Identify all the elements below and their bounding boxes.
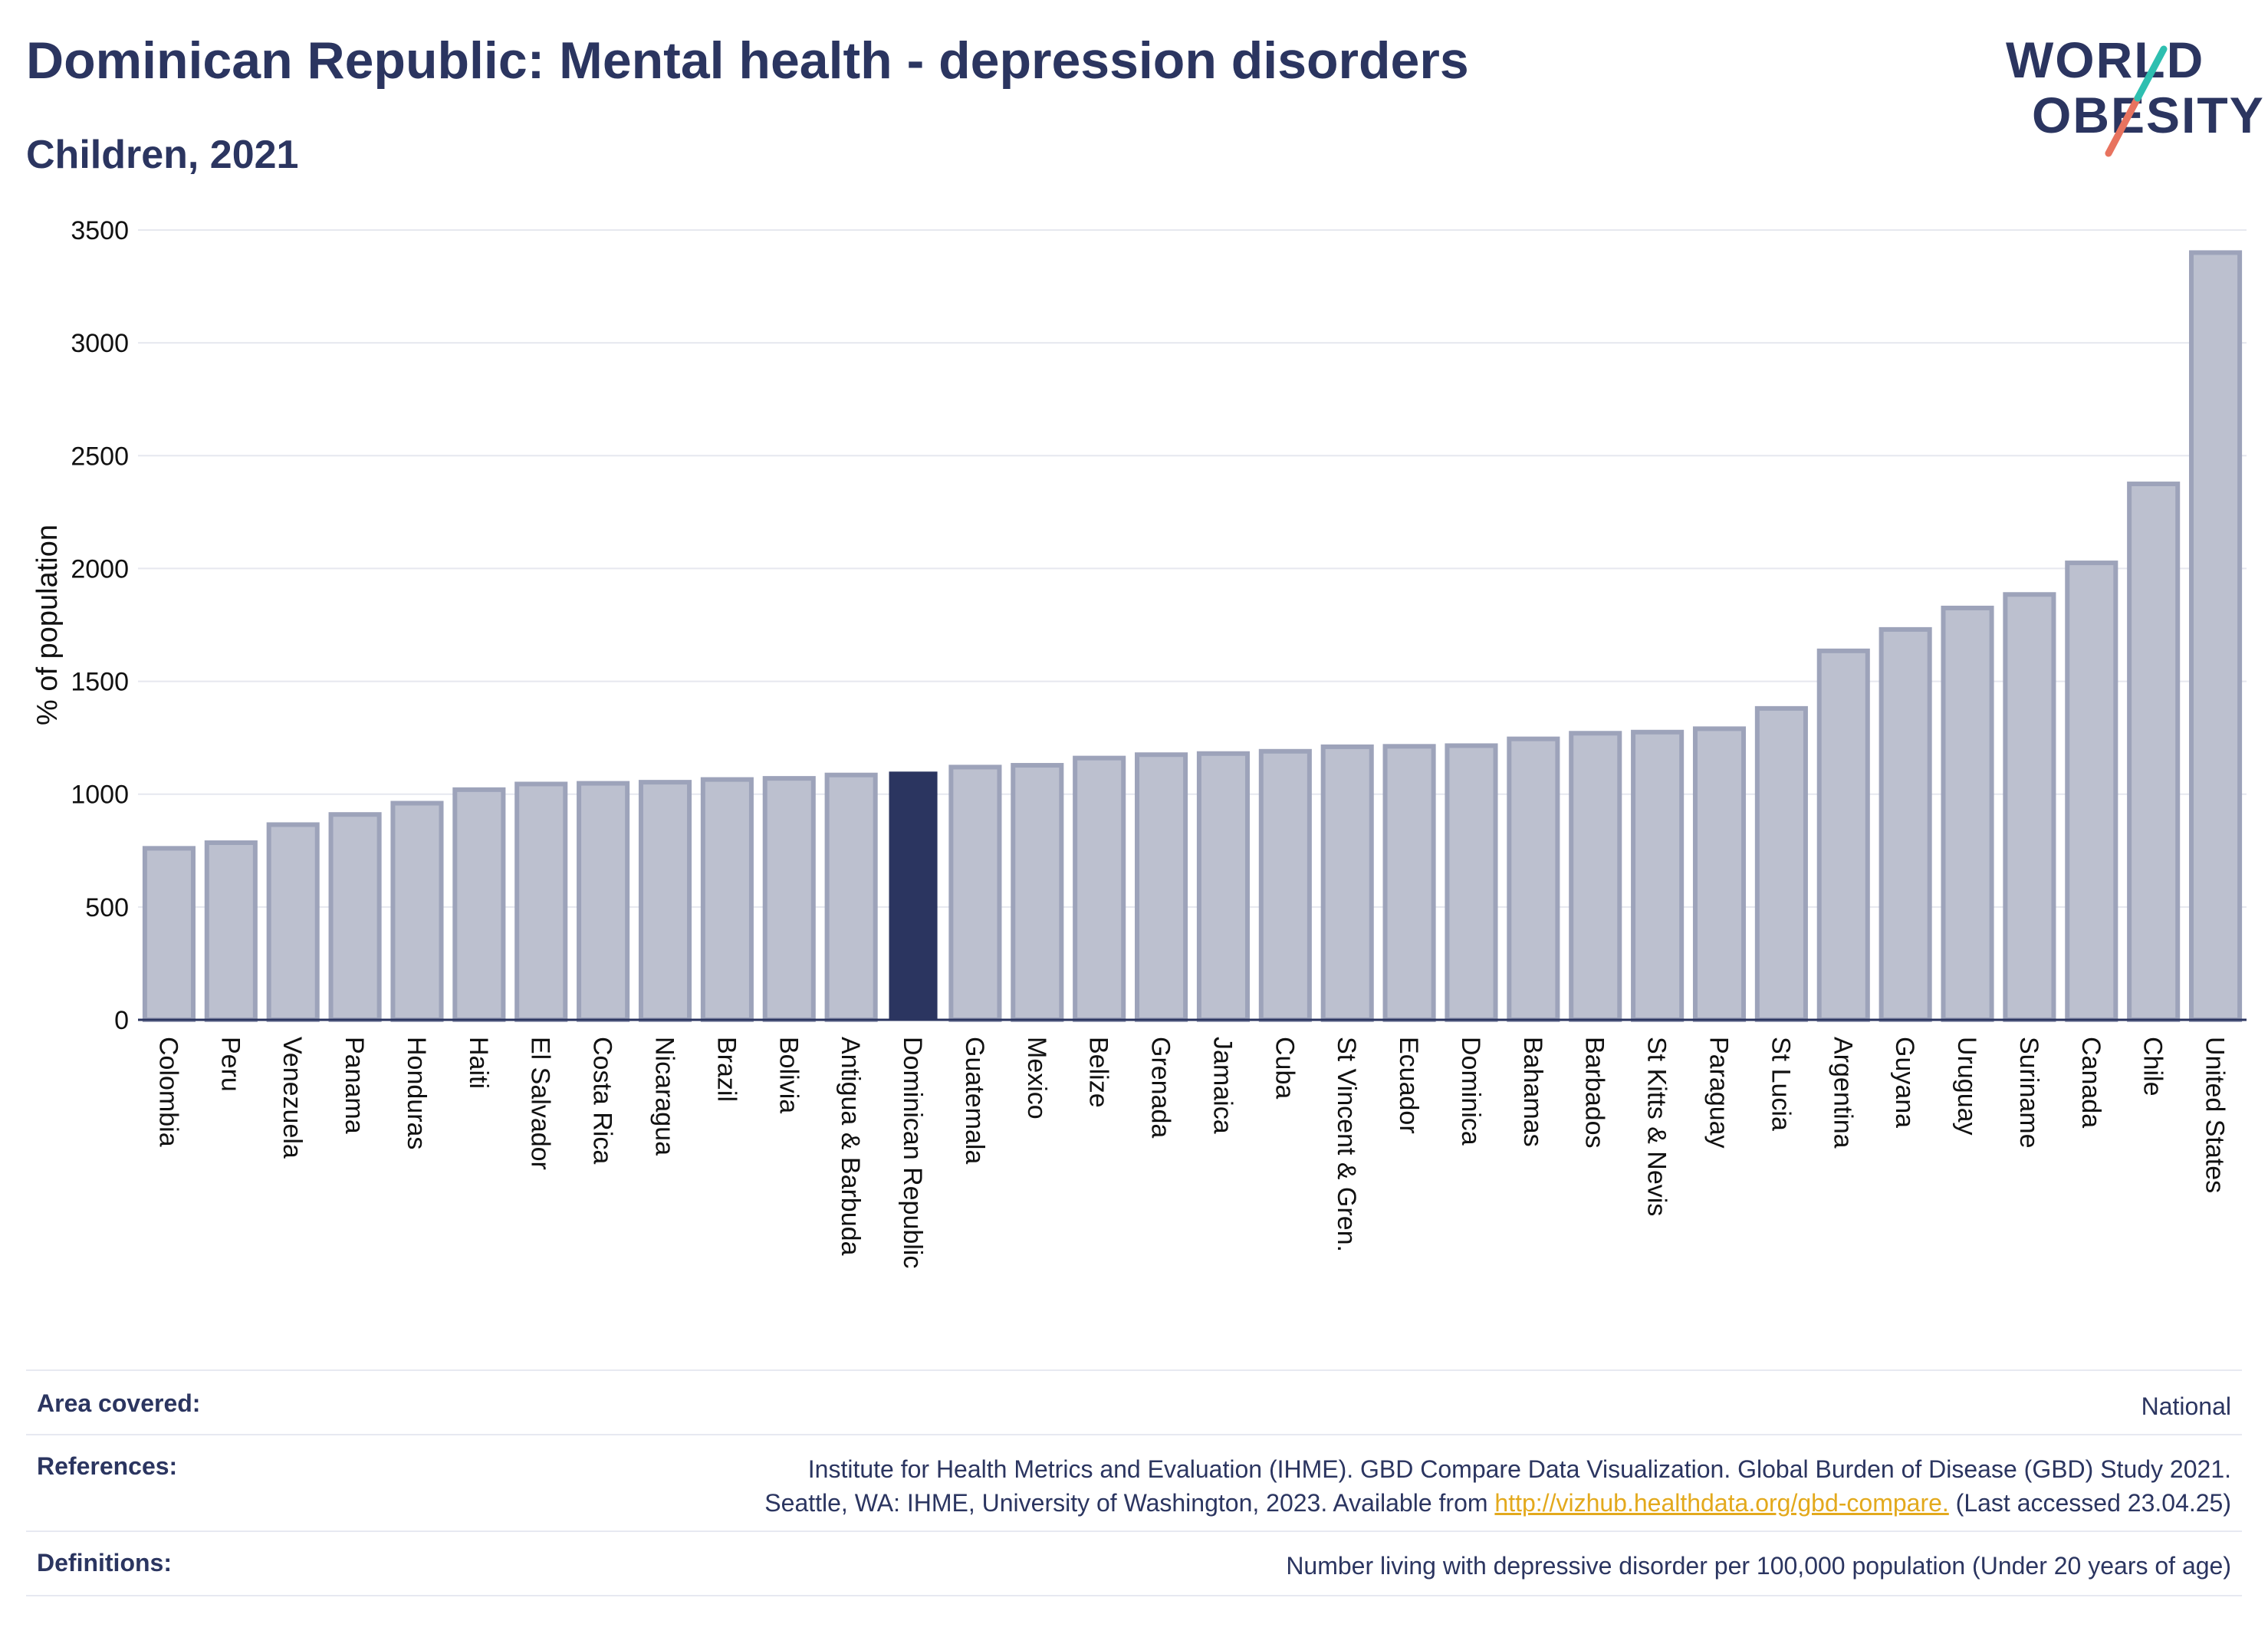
x-tick-label: Jamaica [1208,1037,1237,1134]
x-tick-label: Uruguay [1952,1037,1981,1136]
bar-st-kitts-nevis [1631,729,1685,1022]
bar-cuba [1258,748,1312,1022]
x-tick-label: Panama [340,1037,369,1134]
meta-area-value: National [2141,1392,2231,1420]
bar-el-salvador [514,781,568,1022]
y-tick-label: 500 [85,893,129,922]
y-axis-label: % of population [31,524,64,725]
meta-references-suffix: (Last accessed 23.04.25) [1948,1489,2231,1517]
bar-chart: 0 500 1000 1500 2000 2500 3000 3500 % of populat… [31,216,2247,1268]
y-tick-label: 3500 [71,216,129,245]
x-tick-label: St Vincent & Gren. [1332,1037,1361,1252]
bar-mexico [1011,763,1064,1022]
reference-link[interactable]: http://vizhub.healthdata.org/gbd-compare… [1494,1489,1949,1517]
divider [26,1530,2242,1532]
x-tick-label: Belize [1084,1037,1113,1108]
meta-definitions-value: Number living with depressive disorder p… [1286,1552,2231,1580]
bar-st-vincent-gren- [1320,744,1374,1023]
y-tick-label: 1500 [71,668,129,697]
meta-references-prefix: Seattle, WA: IHME, University of Washing… [764,1489,1495,1517]
meta-area-label: Area covered: [37,1389,201,1417]
x-tick-label: Guyana [1890,1037,1919,1128]
x-tick-label: Antigua & Barbuda [836,1037,865,1256]
bar-peru [204,840,258,1022]
x-tick-label: Suriname [2014,1037,2043,1149]
bar-barbados [1569,731,1622,1022]
x-tick-label: Costa Rica [588,1037,617,1164]
bar-bolivia [762,776,816,1022]
x-tick-label: Bolivia [774,1037,803,1113]
bar-guyana [1878,626,1932,1023]
x-tick-label: Barbados [1580,1037,1609,1149]
bar-colombia [142,846,196,1022]
bar-honduras [390,801,444,1022]
x-tick-label: Cuba [1270,1037,1299,1099]
x-tick-label: Honduras [402,1037,431,1149]
x-tick-label: Bahamas [1518,1037,1547,1147]
x-tick-label: Grenada [1146,1037,1175,1138]
logo-slash-icon [2105,45,2168,157]
bar-dominican-republic [889,771,938,1020]
bar-canada [2065,561,2118,1023]
bar-jamaica [1196,751,1250,1022]
bar-argentina [1816,648,1870,1022]
x-tick-label: Guatemala [960,1037,989,1164]
divider [26,1369,2242,1371]
x-tick-label: Dominica [1456,1037,1485,1146]
x-tick-label: Colombia [153,1037,182,1147]
bar-panama [328,812,382,1022]
y-tick-label: 2500 [71,442,129,471]
bar-bahamas [1507,736,1560,1022]
x-tick-label: Venezuela [278,1037,307,1159]
x-tick-label: St Kitts & Nevis [1642,1037,1671,1216]
y-tick-label: 1000 [71,781,129,810]
bar-costa-rica [577,781,630,1022]
x-tick-label: Nicaragua [650,1037,679,1156]
page-subtitle: Children, 2021 [26,133,299,177]
bar-chile [2127,482,2181,1023]
bar-ecuador [1382,744,1436,1023]
divider [26,1434,2242,1435]
bar-st-lucia [1754,705,1808,1023]
bar-guatemala [948,764,1002,1023]
bar-uruguay [1941,605,1994,1022]
x-tick-label: El Salvador [526,1037,555,1170]
bar-brazil [700,777,754,1022]
x-tick-label: Canada [2076,1037,2105,1128]
x-tick-label: Mexico [1022,1037,1051,1119]
x-tick-label: Argentina [1828,1037,1857,1149]
bar-belize [1073,755,1126,1023]
x-tick-label: Dominican Republic [898,1037,927,1268]
divider [26,1595,2242,1596]
bar-nicaragua [638,780,692,1022]
logo-word-obesity: OBESITY [2032,87,2265,143]
y-tick-label: 0 [114,1006,129,1035]
bar-haiti [452,787,506,1022]
x-tick-label: Chile [2138,1037,2168,1096]
x-tick-label: Haiti [464,1037,493,1089]
meta-references-value: Institute for Health Metrics and Evaluat… [468,1452,2231,1520]
x-tick-label: Peru [215,1037,245,1092]
meta-references-line2: Seattle, WA: IHME, University of Washing… [468,1486,2231,1520]
y-tick-label: 3000 [71,329,129,358]
world-obesity-logo: WORLD OBESITY [2001,31,2263,169]
bar-suriname [2003,592,2056,1022]
meta-references-label: References: [37,1452,178,1480]
x-tick-label: United States [2201,1037,2230,1193]
x-tick-label: Ecuador [1394,1037,1423,1134]
bar-grenada [1135,752,1188,1022]
logo-word-world: WORLD [2006,31,2205,88]
meta-definitions-label: Definitions: [37,1549,172,1576]
bar-antigua-barbuda [824,772,878,1022]
x-tick-label: Brazil [712,1037,741,1102]
x-tick-label: Paraguay [1704,1037,1734,1149]
y-tick-label: 2000 [71,554,129,584]
bar-paraguay [1692,726,1747,1022]
meta-references-line1: Institute for Health Metrics and Evaluat… [807,1455,2231,1483]
bar-united-states [2189,250,2243,1022]
bar-dominica [1445,743,1498,1022]
x-tick-label: St Lucia [1766,1037,1795,1131]
bar-venezuela [266,822,320,1023]
page-title: Dominican Republic: Mental health - depr… [26,31,1469,90]
